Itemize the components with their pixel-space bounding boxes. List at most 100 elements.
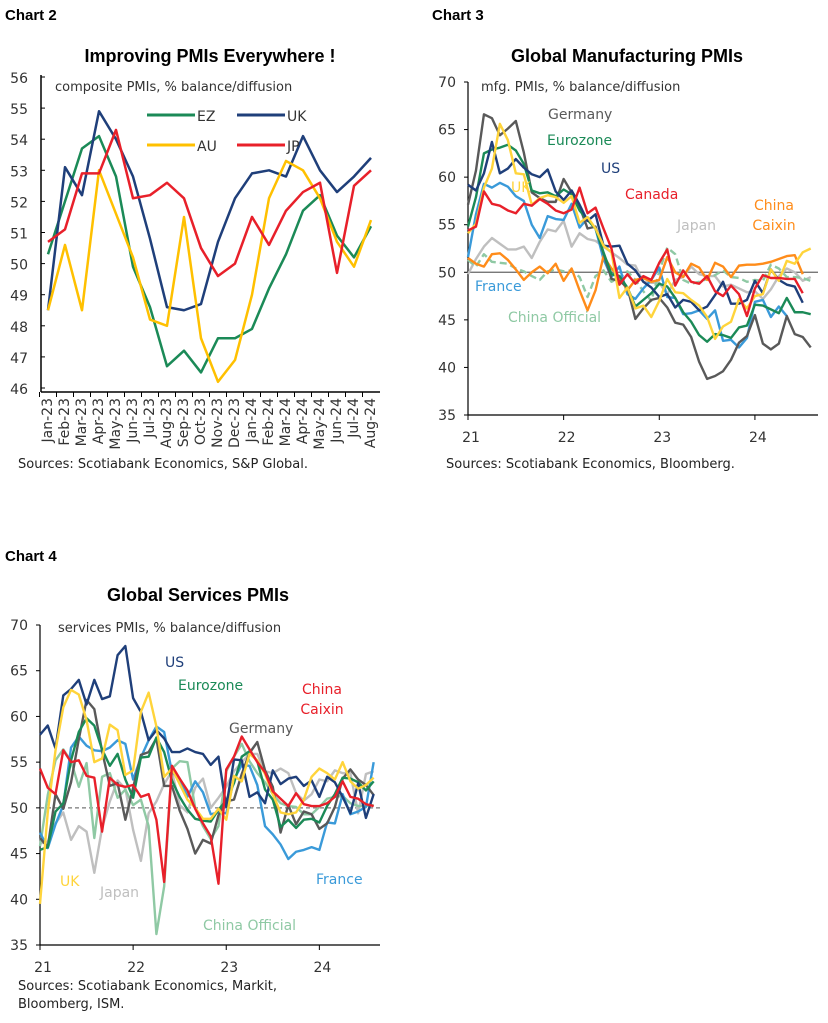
series-line-canada [467, 186, 804, 318]
series-label-us: US [165, 655, 184, 671]
x-tick-label: 24 [749, 430, 767, 446]
x-tick-label: Apr-23 [91, 398, 107, 444]
y-tick-label: 65 [438, 123, 456, 139]
y-tick-label: 52 [10, 195, 28, 211]
x-tick-label: Apr-24 [295, 398, 311, 444]
series-label-germany: Germany [229, 721, 293, 737]
x-tick-label: Sep-23 [176, 398, 192, 447]
legend-label-ez: EZ [197, 109, 215, 125]
y-tick-label: 54 [10, 133, 28, 149]
y-tick-label: 50 [10, 258, 28, 274]
y-tick-label: 70 [10, 618, 28, 634]
series-label-us: US [601, 161, 620, 177]
series-label-france: France [475, 279, 522, 295]
x-tick-label: Jul-24 [346, 398, 362, 439]
chart-2-label: Chart 2 [5, 7, 57, 24]
x-tick-label: May-24 [312, 398, 328, 450]
series-label-china-caixin: Caixin [300, 702, 343, 718]
x-tick-label: Feb-24 [261, 398, 277, 446]
series-line-jp [47, 128, 372, 278]
series-label-canada: Canada [625, 187, 678, 203]
x-tick-label: Jun-24 [329, 398, 345, 444]
series-label-japan: Japan [99, 885, 139, 901]
x-tick-label: Aug-23 [159, 398, 175, 448]
chart-4-source-line-2: Bloomberg, ISM. [18, 997, 124, 1012]
series-label-china-caixin: China [302, 682, 342, 698]
series-line-france [466, 181, 788, 349]
y-tick-label: 45 [10, 847, 28, 863]
series-line-au [46, 159, 373, 384]
series-label-china-caixin: Caixin [752, 218, 795, 234]
chart-4: Chart 4 Global Services PMIs services PM… [5, 548, 380, 1012]
chart-3-subtitle: mfg. PMIs, % balance/diffusion [481, 80, 680, 95]
y-tick-label: 46 [10, 382, 28, 398]
x-tick-label: 23 [220, 960, 238, 976]
series-line-ez [46, 134, 373, 374]
y-tick-label: 65 [10, 664, 28, 680]
x-tick-label: Jan-23 [40, 398, 56, 443]
chart-4-plot: 35 40 45 50 55 60 65 70 21 22 23 24 Japan China Offic… [10, 618, 380, 976]
y-tick-label: 48 [10, 320, 28, 336]
y-tick-label: 55 [10, 755, 28, 771]
series-line-france [38, 725, 375, 861]
x-tick-label: Oct-23 [193, 398, 209, 445]
y-tick-label: 49 [10, 289, 28, 305]
chart-3-plot: 35 40 45 50 55 60 65 70 21 22 23 24 Japan China Offic… [438, 75, 818, 446]
x-tick-label: 23 [653, 430, 671, 446]
series-label-eurozone: Eurozone [178, 678, 243, 694]
chart-2-subtitle: composite PMIs, % balance/diffusion [55, 80, 292, 95]
series-line-us [39, 644, 375, 820]
y-tick-label: 40 [438, 360, 456, 376]
chart-2-plot: 46 47 48 49 50 51 52 53 54 55 56 Jan-23 Feb-23 Mar-23… [10, 71, 380, 450]
series-label-china-official: China Official [508, 310, 601, 326]
chart-2-source: Sources: Scotiabank Economics, S&P Globa… [18, 457, 308, 472]
y-tick-label: 47 [10, 351, 28, 367]
y-tick-label: 51 [10, 227, 28, 243]
y-tick-label: 56 [10, 71, 28, 87]
x-tick-label: Mar-24 [278, 398, 294, 446]
series-line-china-official [467, 246, 812, 303]
series-line-us [467, 140, 804, 312]
y-tick-label: 60 [10, 709, 28, 725]
legend-label-jp: JP [286, 139, 300, 155]
series-label-japan: Japan [676, 218, 716, 234]
series-line-japan [39, 752, 375, 874]
chart-4-source-line-1: Sources: Scotiabank Economics, Markit, [18, 979, 277, 994]
y-tick-label: 45 [438, 313, 456, 329]
series-line-eurozone [39, 717, 375, 852]
legend-label-au: AU [197, 139, 217, 155]
series-label-germany: Germany [548, 107, 612, 123]
chart-3: Chart 3 Global Manufacturing PMIs mfg. P… [432, 7, 818, 472]
y-tick-label: 50 [10, 801, 28, 817]
x-tick-label: 24 [313, 960, 331, 976]
x-tick-label: Feb-23 [57, 398, 73, 446]
y-tick-label: 53 [10, 164, 28, 180]
series-label-uk: UK [511, 180, 531, 196]
y-tick-label: 35 [10, 938, 28, 954]
series-line-china-official [38, 742, 374, 936]
x-tick-label: Aug-24 [363, 398, 379, 448]
chart-3-source: Sources: Scotiabank Economics, Bloomberg… [446, 457, 735, 472]
x-tick-label: 21 [34, 960, 52, 976]
chart-2: Chart 2 Improving PMIs Everywhere ! comp… [5, 7, 380, 472]
x-tick-label: Jul-23 [142, 398, 158, 439]
chart-4-label: Chart 4 [5, 548, 57, 565]
x-tick-label: Jan-24 [244, 398, 260, 444]
series-label-eurozone: Eurozone [547, 133, 612, 149]
series-line-china-caixin [38, 735, 374, 885]
x-tick-label: May-23 [108, 398, 124, 450]
series-line-uk [467, 122, 812, 341]
x-tick-label: 22 [127, 960, 145, 976]
y-tick-label: 55 [10, 102, 28, 118]
y-tick-label: 70 [438, 75, 456, 91]
x-tick-label: Dec-23 [227, 398, 243, 448]
chart-3-label: Chart 3 [432, 7, 484, 24]
series-label-china-caixin: China [754, 198, 794, 214]
x-tick-label: Nov-23 [210, 398, 226, 448]
chart-2-title: Improving PMIs Everywhere ! [84, 46, 335, 66]
x-tick-label: Mar-23 [74, 398, 90, 446]
series-label-china-official: China Official [203, 918, 296, 934]
y-tick-label: 55 [438, 218, 456, 234]
y-tick-label: 60 [438, 170, 456, 186]
